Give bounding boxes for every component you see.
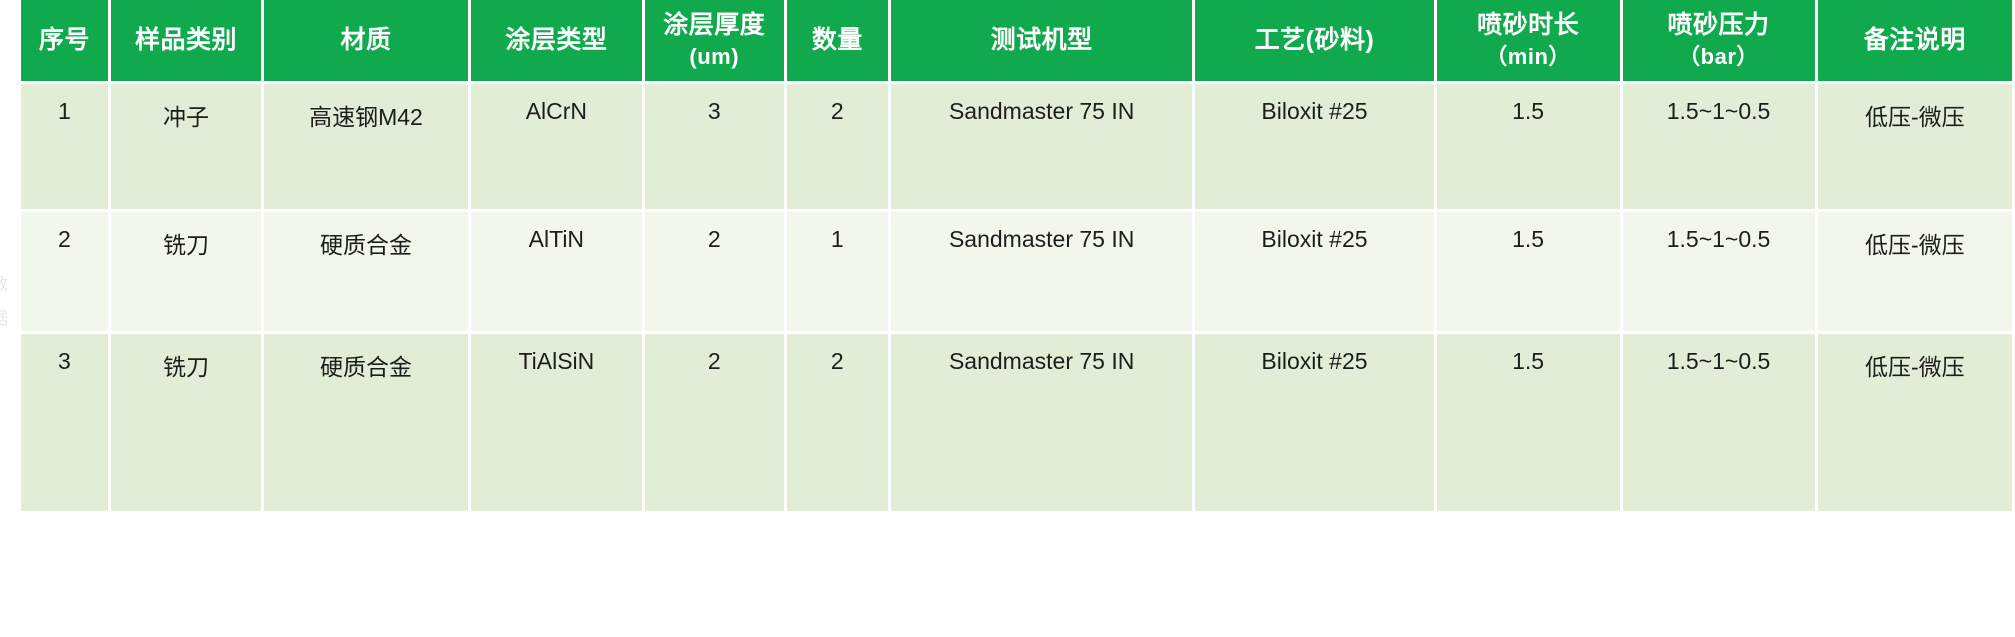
- cell-qty[interactable]: 2: [786, 334, 892, 514]
- cell-process[interactable]: Biloxit #25: [1195, 212, 1437, 334]
- cell-process[interactable]: Biloxit #25: [1195, 334, 1437, 514]
- column-header-label: 备注说明: [1863, 26, 1966, 54]
- table-row[interactable]: 1 冲子 高速钢M42 AlCrN 3 2 Sandmaster 75 IN Biloxit …: [18, 84, 2015, 212]
- cell-time[interactable]: 1.5: [1436, 334, 1623, 514]
- column-header-label: 材质: [340, 26, 392, 54]
- cell-idx[interactable]: 1: [18, 84, 111, 212]
- cell-cat[interactable]: 铣刀: [110, 212, 265, 334]
- cell-thick[interactable]: 2: [644, 334, 787, 514]
- column-header-qty[interactable]: 数量: [786, 0, 892, 84]
- cell-qty[interactable]: 1: [786, 212, 892, 334]
- column-header-press[interactable]: 喷砂压力 （bar）: [1622, 0, 1818, 84]
- cell-coat[interactable]: TiAlSiN: [470, 334, 645, 514]
- column-header-label: 数量: [811, 26, 863, 54]
- column-header-time[interactable]: 喷砂时长 （min）: [1436, 0, 1623, 84]
- cell-press[interactable]: 1.5~1~0.5: [1622, 212, 1818, 334]
- column-header-label: 喷砂压力: [1667, 10, 1770, 39]
- cell-mat[interactable]: 硬质合金: [264, 212, 471, 334]
- column-header-process[interactable]: 工艺(砂料): [1195, 0, 1437, 84]
- cell-time[interactable]: 1.5: [1436, 212, 1623, 334]
- column-header-label: 涂层厚度: [663, 10, 766, 39]
- column-header-label: 测试机型: [990, 26, 1093, 54]
- cell-cat[interactable]: 冲子: [110, 84, 265, 212]
- margin-mark: 据: [0, 302, 14, 336]
- cell-time[interactable]: 1.5: [1436, 84, 1623, 212]
- cell-cat[interactable]: 铣刀: [110, 334, 265, 514]
- cell-mat[interactable]: 硬质合金: [264, 334, 471, 514]
- cell-note[interactable]: 低压-微压: [1817, 212, 2015, 334]
- sample-test-parameters-table: 序号 样品类别 材质 涂层类型 涂层厚度 (um) 数量 测试机型 工艺(砂料) 喷砂时长 （min…: [18, 0, 2015, 514]
- column-header-coat[interactable]: 涂层类型: [470, 0, 645, 84]
- cell-machine[interactable]: Sandmaster 75 IN: [891, 212, 1196, 334]
- column-header-idx[interactable]: 序号: [18, 0, 111, 84]
- cell-press[interactable]: 1.5~1~0.5: [1622, 84, 1818, 212]
- column-header-label: 序号: [38, 26, 90, 54]
- column-header-machine[interactable]: 测试机型: [891, 0, 1196, 84]
- column-header-note[interactable]: 备注说明: [1817, 0, 2015, 84]
- cell-machine[interactable]: Sandmaster 75 IN: [891, 84, 1196, 212]
- cell-coat[interactable]: AlCrN: [470, 84, 645, 212]
- column-header-cat[interactable]: 样品类别: [110, 0, 265, 84]
- cell-idx[interactable]: 3: [18, 334, 111, 514]
- sample-test-parameters-sheet: 序号 样品类别 材质 涂层类型 涂层厚度 (um) 数量 测试机型 工艺(砂料) 喷砂时长 （min…: [18, 0, 2015, 637]
- column-header-label: 样品类别: [134, 26, 237, 54]
- table-body: 1 冲子 高速钢M42 AlCrN 3 2 Sandmaster 75 IN Biloxit …: [18, 84, 2015, 514]
- cell-thick[interactable]: 2: [644, 212, 787, 334]
- table-header: 序号 样品类别 材质 涂层类型 涂层厚度 (um) 数量 测试机型 工艺(砂料) 喷砂时长 （min…: [18, 0, 2015, 84]
- table-row[interactable]: 3 铣刀 硬质合金 TiAlSiN 2 2 Sandmaster 75 IN Biloxit …: [18, 334, 2015, 514]
- header-row: 序号 样品类别 材质 涂层类型 涂层厚度 (um) 数量 测试机型 工艺(砂料) 喷砂时长 （min…: [18, 0, 2015, 84]
- column-header-label: 涂层类型: [505, 26, 608, 54]
- column-header-unit: （min）: [1485, 43, 1571, 69]
- page-margin-marks: 数据: [0, 268, 14, 388]
- cell-note[interactable]: 低压-微压: [1817, 334, 2015, 514]
- cell-note[interactable]: 低压-微压: [1817, 84, 2015, 212]
- column-header-unit: (um): [689, 43, 740, 69]
- table-row[interactable]: 2 铣刀 硬质合金 AlTiN 2 1 Sandmaster 75 IN Biloxit #2…: [18, 212, 2015, 334]
- cell-mat[interactable]: 高速钢M42: [264, 84, 471, 212]
- cell-idx[interactable]: 2: [18, 212, 111, 334]
- cell-process[interactable]: Biloxit #25: [1195, 84, 1437, 212]
- column-header-label: 喷砂时长: [1477, 10, 1580, 39]
- cell-machine[interactable]: Sandmaster 75 IN: [891, 334, 1196, 514]
- column-header-mat[interactable]: 材质: [264, 0, 471, 84]
- column-header-label: 工艺(砂料): [1254, 26, 1375, 54]
- cell-coat[interactable]: AlTiN: [470, 212, 645, 334]
- column-header-thick[interactable]: 涂层厚度 (um): [644, 0, 787, 84]
- cell-thick[interactable]: 3: [644, 84, 787, 212]
- cell-press[interactable]: 1.5~1~0.5: [1622, 334, 1818, 514]
- cell-qty[interactable]: 2: [786, 84, 892, 212]
- column-header-unit: （bar）: [1678, 43, 1759, 69]
- margin-mark: 数: [0, 268, 14, 302]
